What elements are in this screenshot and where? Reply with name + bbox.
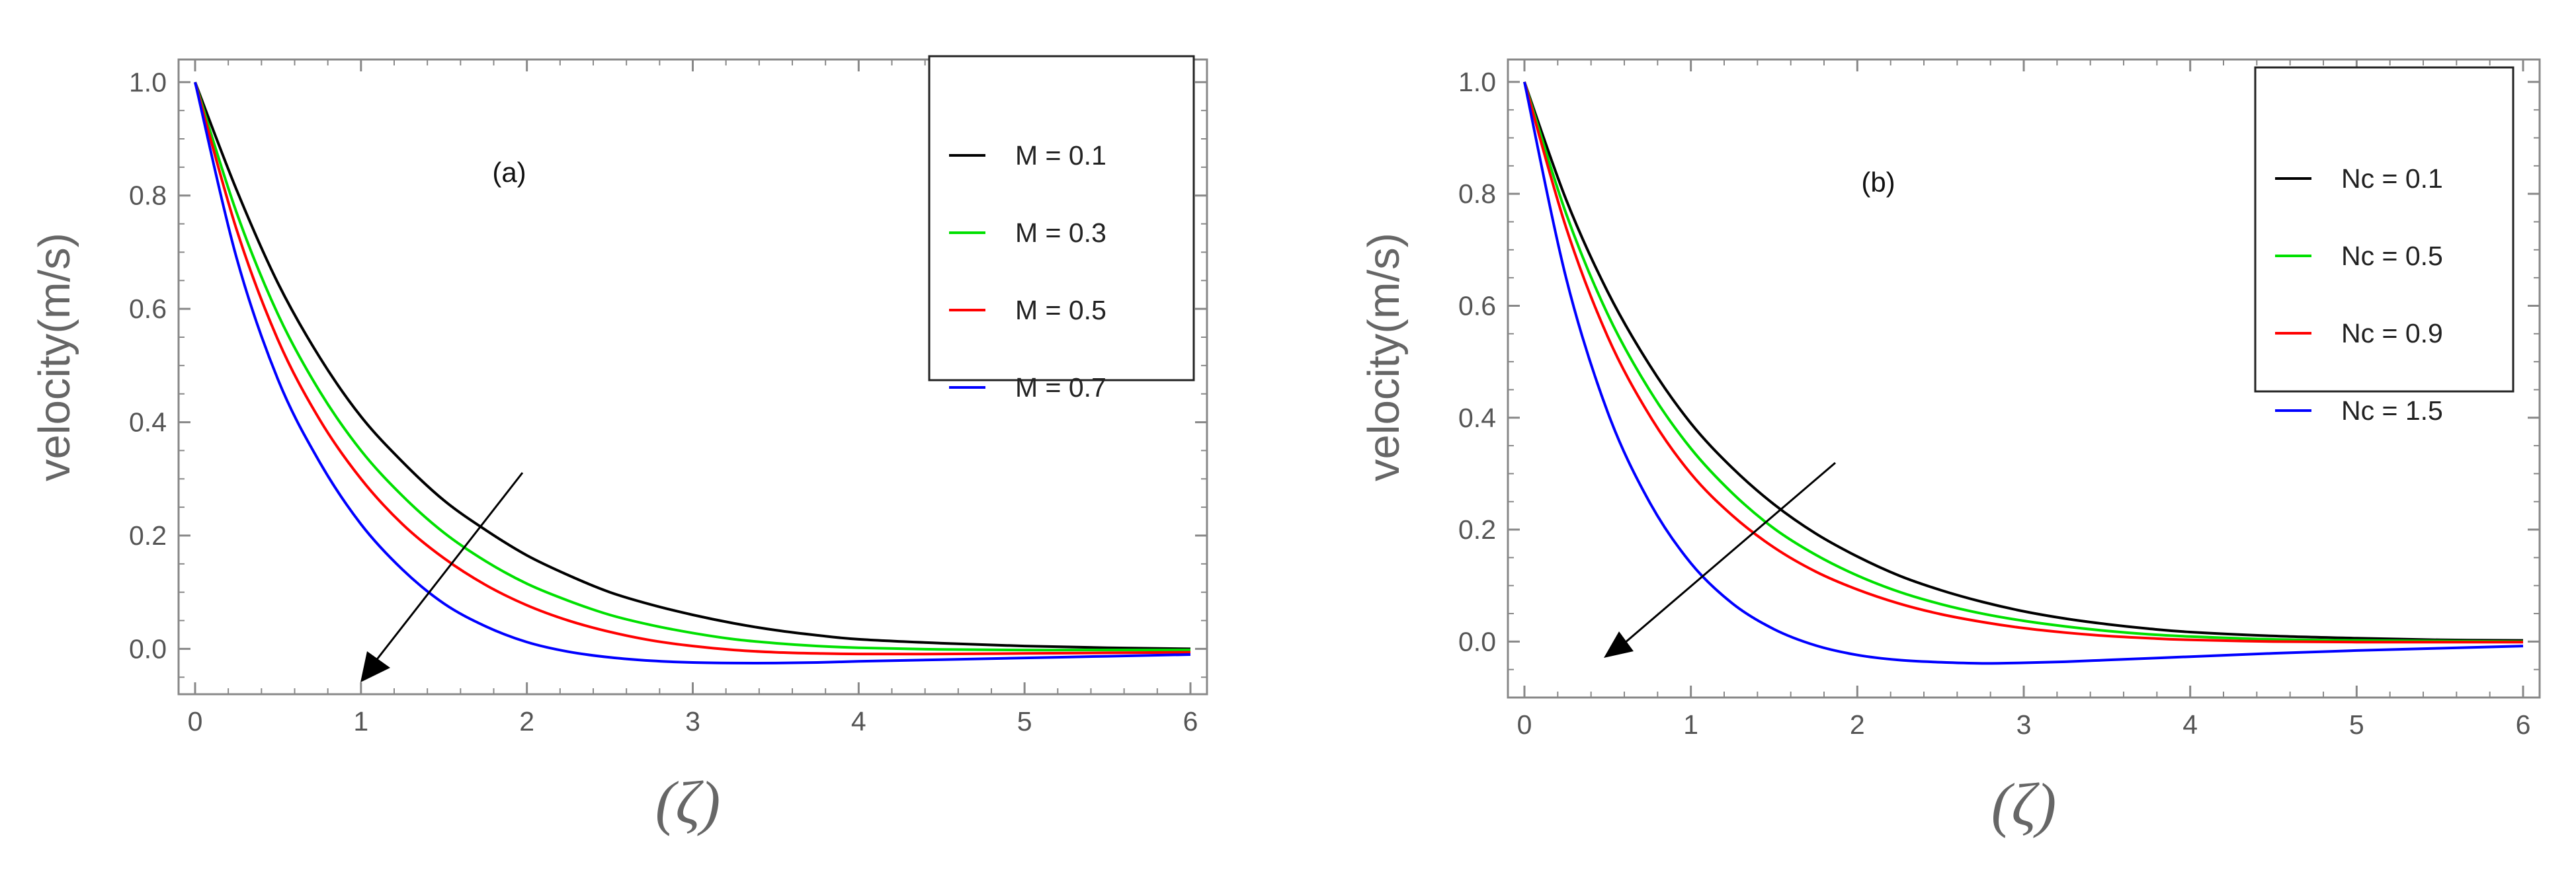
x-axis: 0 1 2 3 4 5 6 bbox=[1517, 60, 2531, 740]
y-tick-label: 0.2 bbox=[129, 520, 167, 551]
y-tick-label: 0.4 bbox=[129, 407, 167, 438]
series-line-m-0-7 bbox=[194, 81, 1191, 664]
legend-box bbox=[928, 55, 1195, 381]
y-axis-title: velocity(m/s) bbox=[1359, 233, 1409, 481]
y-axis: 0.0 0.2 0.4 0.6 0.8 1.0 bbox=[1458, 67, 2540, 670]
chart-panel-b: 0.0 0.2 0.4 0.6 0.8 1.0 0 1 2 3 4 5 6 (b) velocity(… bbox=[1359, 58, 2541, 838]
y-tick-label: 1.0 bbox=[1458, 67, 1496, 97]
panel-label: (b) bbox=[1861, 167, 1895, 198]
x-tick-label: 6 bbox=[2516, 709, 2531, 740]
x-tick-label: 0 bbox=[1517, 709, 1532, 740]
series-line-m-0-5 bbox=[194, 81, 1191, 656]
legend-label: M = 0.5 bbox=[1015, 295, 1106, 325]
trend-arrow bbox=[1604, 461, 1836, 658]
series-lines bbox=[194, 81, 1191, 664]
chart-panel-a: 0.0 0.2 0.4 0.6 0.8 1.0 0 1 2 3 4 5 6 (a) velocity(… bbox=[30, 55, 1208, 836]
legend-label: Nc = 0.9 bbox=[2341, 318, 2443, 348]
x-tick-label: 2 bbox=[1850, 709, 1865, 740]
legend: Nc = 0.1 Nc = 0.5 Nc = 0.9 Nc = 1.5 bbox=[2254, 66, 2514, 426]
y-tick-label: 0.8 bbox=[1458, 179, 1496, 209]
series-line-m-0-1 bbox=[194, 81, 1191, 651]
x-tick-label: 6 bbox=[1183, 706, 1198, 737]
y-tick-label: 0.0 bbox=[1458, 626, 1496, 657]
legend-label: Nc = 1.5 bbox=[2341, 395, 2443, 426]
x-tick-label: 5 bbox=[1017, 706, 1032, 737]
y-axis: 0.0 0.2 0.4 0.6 0.8 1.0 bbox=[129, 67, 1207, 678]
x-tick-label: 1 bbox=[1683, 709, 1698, 740]
trend-arrow bbox=[360, 472, 524, 682]
y-tick-label: 0.0 bbox=[129, 633, 167, 664]
legend-label: M = 0.7 bbox=[1015, 372, 1106, 403]
series-line-nc-1-5 bbox=[1523, 81, 2524, 665]
x-tick-label: 4 bbox=[851, 706, 866, 737]
y-tick-label: 0.6 bbox=[1458, 290, 1496, 321]
x-tick-label: 2 bbox=[519, 706, 534, 737]
legend-items: Nc = 0.1 Nc = 0.5 Nc = 0.9 Nc = 1.5 bbox=[2275, 163, 2443, 426]
series-line-nc-0-9 bbox=[1523, 81, 2523, 644]
legend-box bbox=[2254, 66, 2514, 393]
x-tick-label: 1 bbox=[353, 706, 368, 737]
series-line-nc-0-1 bbox=[1523, 81, 2524, 642]
y-tick-label: 1.0 bbox=[129, 67, 167, 97]
series-line-m-0-3 bbox=[194, 81, 1190, 652]
y-tick-label: 0.2 bbox=[1458, 514, 1496, 545]
x-axis-title: (ζ) bbox=[655, 769, 721, 836]
series-line-nc-0-5 bbox=[1523, 81, 2524, 643]
x-axis: 0 1 2 3 4 5 6 bbox=[188, 60, 1198, 737]
y-tick-label: 0.6 bbox=[129, 294, 167, 324]
legend: M = 0.1 M = 0.3 M = 0.5 M = 0.7 bbox=[928, 55, 1195, 403]
series-lines bbox=[1523, 81, 2524, 665]
x-axis-title: (ζ) bbox=[1991, 771, 2057, 838]
y-axis-title: velocity(m/s) bbox=[30, 233, 79, 481]
legend-label: Nc = 0.5 bbox=[2341, 241, 2443, 271]
y-tick-label: 0.8 bbox=[129, 180, 167, 211]
x-tick-label: 4 bbox=[2182, 709, 2198, 740]
legend-label: M = 0.3 bbox=[1015, 218, 1106, 248]
x-tick-label: 3 bbox=[685, 706, 700, 737]
x-tick-label: 5 bbox=[2349, 709, 2364, 740]
y-tick-label: 0.4 bbox=[1458, 403, 1496, 433]
x-tick-label: 0 bbox=[188, 706, 203, 737]
panel-label: (a) bbox=[492, 157, 526, 188]
legend-items: M = 0.1 M = 0.3 M = 0.5 M = 0.7 bbox=[949, 140, 1106, 403]
legend-label: M = 0.1 bbox=[1015, 140, 1106, 171]
legend-label: Nc = 0.1 bbox=[2341, 163, 2443, 194]
x-tick-label: 3 bbox=[2016, 709, 2032, 740]
